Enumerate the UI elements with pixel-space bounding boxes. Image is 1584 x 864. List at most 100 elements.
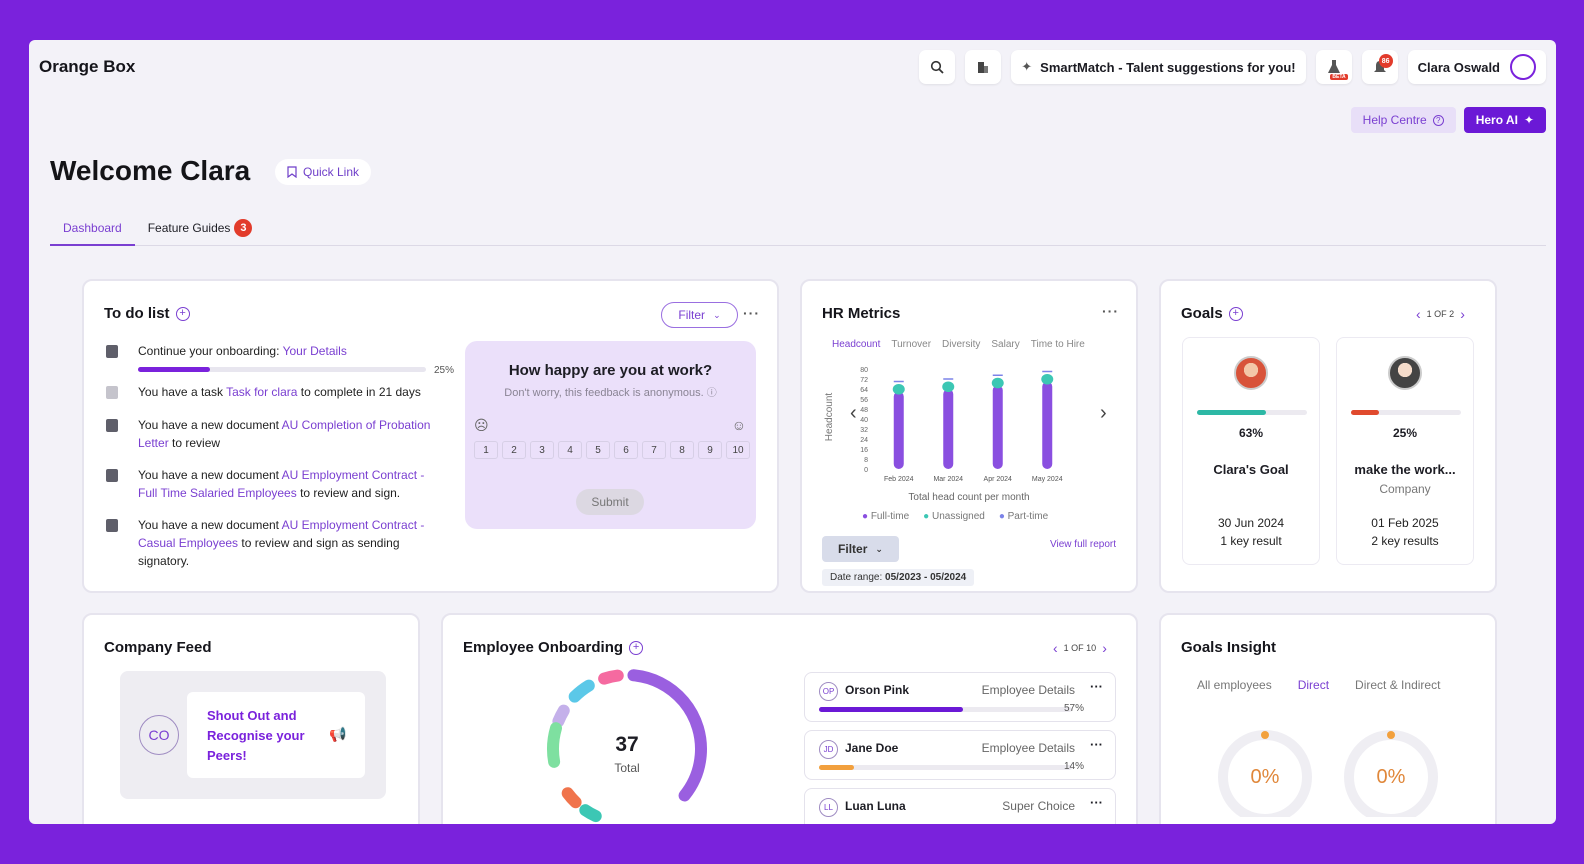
todo-link[interactable]: AU Completion of Probation Letter: [138, 418, 431, 450]
todo-text: You have a new document: [138, 518, 282, 532]
onboarding-stage: Super Choice: [1002, 799, 1075, 813]
todo-text: to review and sign as sending signatory.: [138, 536, 400, 568]
donut-segment: [547, 669, 707, 824]
user-menu-button[interactable]: Clara Oswald: [1407, 50, 1546, 84]
company-feed-title: Company Feed: [104, 639, 212, 656]
rating-option[interactable]: 6: [614, 441, 638, 459]
search-button[interactable]: [919, 50, 956, 84]
beta-lab-button[interactable]: BETA: [1315, 50, 1352, 84]
add-todo-icon[interactable]: +: [175, 306, 190, 321]
bar-part-time: [943, 378, 954, 380]
row-more-icon[interactable]: ···: [1090, 737, 1103, 752]
rating-option[interactable]: 7: [642, 441, 666, 459]
help-centre-label: Help Centre: [1362, 113, 1427, 127]
legend-part-time: Part-time: [1007, 511, 1049, 522]
todo-link[interactable]: AU Employment Contract - Casual Employee…: [138, 518, 425, 550]
view-full-report-link[interactable]: View full report: [1050, 539, 1116, 550]
onboarding-row[interactable]: JD Jane Doe Employee Details ··· 14%: [804, 730, 1116, 780]
chevron-left-icon[interactable]: ‹: [1053, 640, 1058, 656]
todo-link[interactable]: AU Employment Contract - Full Time Salar…: [138, 468, 425, 500]
help-centre-button[interactable]: Help Centre ?: [1350, 107, 1456, 133]
add-goal-icon[interactable]: +: [1228, 306, 1243, 321]
beta-badge: BETA: [1330, 74, 1348, 80]
todo-more-icon[interactable]: ···: [743, 305, 760, 321]
employee-name: Orson Pink: [845, 683, 910, 697]
row-more-icon[interactable]: ···: [1090, 679, 1103, 694]
tab-dashboard-label: Dashboard: [63, 221, 122, 235]
avatar: [1234, 356, 1268, 390]
chevron-right-icon[interactable]: ›: [1460, 306, 1465, 322]
goal-card[interactable]: 63% Clara's Goal 30 Jun 2024 1 key resul…: [1182, 337, 1320, 565]
tab-direct[interactable]: Direct: [1297, 678, 1330, 692]
rating-option[interactable]: 10: [726, 441, 750, 459]
add-onboarding-icon[interactable]: +: [629, 640, 644, 655]
tab-direct-indirect[interactable]: Direct & Indirect: [1355, 678, 1441, 692]
notifications-button[interactable]: 86: [1361, 50, 1398, 84]
shout-out-button[interactable]: Shout Out and Recognise your Peers! 📢: [187, 692, 365, 778]
goal-name: make the work...: [1354, 462, 1456, 477]
insight-tabs: All employees Direct Direct & Indirect: [1197, 678, 1440, 692]
tab-feature-guides[interactable]: Feature Guides 3: [135, 216, 266, 246]
hr-filter-button[interactable]: Filter ⌄: [822, 536, 899, 562]
row-more-icon[interactable]: ···: [1090, 795, 1103, 810]
rating-option[interactable]: 3: [530, 441, 554, 459]
onboarding-total: 37: [615, 733, 639, 756]
hr-metrics-card: HR Metrics ··· Headcount Turnover Divers…: [800, 279, 1138, 593]
goal-card[interactable]: 25% make the work... Company 01 Feb 2025…: [1336, 337, 1474, 565]
rating-option[interactable]: 2: [502, 441, 526, 459]
donut-segment: [547, 669, 707, 824]
goal-percent: 25%: [1392, 426, 1418, 440]
organisation-button[interactable]: [965, 50, 1002, 84]
todo-title-text: To do list: [104, 305, 170, 322]
tab-dashboard[interactable]: Dashboard: [50, 216, 135, 246]
goal-date: 01 Feb 2025: [1371, 516, 1439, 530]
rating-option[interactable]: 5: [586, 441, 610, 459]
tab-time-to-hire[interactable]: Time to Hire: [1030, 339, 1085, 350]
todo-text: You have a new document: [138, 468, 282, 482]
rating-option[interactable]: 9: [698, 441, 722, 459]
onboarding-stage: Employee Details: [981, 741, 1075, 755]
hr-metrics-more-icon[interactable]: ···: [1102, 303, 1119, 319]
todo-item: You have a new document AU Employment Co…: [106, 466, 446, 502]
todo-item: Continue your onboarding: Your Details 2…: [106, 342, 454, 376]
onboarding-row[interactable]: LL Luan Luna Super Choice ···: [804, 788, 1116, 824]
goals-title: Goals +: [1181, 305, 1243, 322]
bar-unassigned: [1041, 374, 1054, 385]
submit-button[interactable]: Submit: [576, 489, 644, 515]
document-icon: [106, 519, 118, 532]
todo-link[interactable]: Your Details: [282, 344, 347, 358]
megaphone-icon: 📢: [329, 726, 347, 742]
date-range: Date range: 05/2023 - 05/2024: [822, 569, 975, 586]
chevron-left-icon[interactable]: ‹: [1416, 306, 1421, 322]
hero-ai-button[interactable]: Hero AI ✦: [1463, 107, 1546, 133]
rating-option[interactable]: 1: [474, 441, 498, 459]
tab-headcount[interactable]: Headcount: [832, 339, 881, 350]
employee-name: Luan Luna: [845, 799, 906, 813]
chart-legend: ● Full-time ● Unassigned ● Part-time: [862, 511, 1048, 522]
smartmatch-button[interactable]: ✦ SmartMatch - Talent suggestions for yo…: [1011, 50, 1306, 84]
tab-turnover[interactable]: Turnover: [891, 339, 932, 350]
goal-progress-bar: [1197, 410, 1307, 415]
onboarding-pager: ‹ 1 OF 10 ›: [1053, 640, 1107, 656]
goals-insight-card: Goals Insight All employees Direct Direc…: [1159, 613, 1497, 824]
tab-all-employees[interactable]: All employees: [1197, 678, 1272, 692]
todo-text: You have a task: [138, 385, 227, 399]
y-tick-label: 32: [860, 427, 868, 434]
rating-option[interactable]: 8: [670, 441, 694, 459]
todo-link[interactable]: Task for clara: [226, 385, 298, 399]
tab-salary[interactable]: Salary: [991, 339, 1020, 350]
todo-filter-button[interactable]: Filter ⌄: [661, 302, 738, 328]
chevron-left-icon: ‹: [850, 402, 857, 424]
rating-option[interactable]: 4: [558, 441, 582, 459]
onboarding-progress-bar: [819, 765, 1072, 770]
chevron-right-icon[interactable]: ›: [1102, 640, 1107, 656]
goal-owner: Company: [1379, 482, 1431, 496]
legend-item: ● Full-time: [862, 511, 910, 522]
top-bar: ✦ SmartMatch - Talent suggestions for yo…: [919, 50, 1546, 84]
onboarding-stage: Employee Details: [981, 683, 1075, 697]
onboarding-row[interactable]: OP Orson Pink Employee Details ··· 57%: [804, 672, 1116, 722]
quick-link-button[interactable]: Quick Link: [275, 159, 372, 185]
tab-diversity[interactable]: Diversity: [942, 339, 981, 350]
sad-face-icon: ☹: [474, 417, 489, 433]
